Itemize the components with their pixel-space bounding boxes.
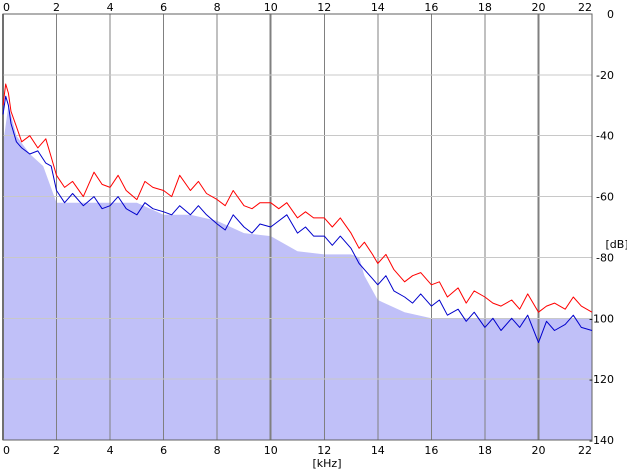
x-tick-label-bottom: 6: [160, 444, 167, 457]
x-tick-label-top: 14: [371, 1, 385, 14]
y-tick-label: -120: [589, 373, 614, 386]
series-line-red: [2, 83, 593, 313]
x-tick-label-bottom: 20: [531, 444, 545, 457]
series-line-blue: [2, 95, 593, 344]
x-tick-label-top: 10: [264, 1, 278, 14]
x-tick-label-bottom: 12: [317, 444, 331, 457]
x-tick-label-bottom: 22: [578, 444, 592, 457]
y-tick-label: -40: [596, 130, 614, 143]
spectrum-fill-area: [3, 105, 592, 441]
x-axis-label: [kHz]: [313, 457, 342, 469]
x-tick-label-bottom: 18: [478, 444, 492, 457]
y-tick-label: -100: [589, 312, 614, 325]
x-tick-label-bottom: 2: [53, 444, 60, 457]
y-tick-label: -80: [596, 251, 614, 264]
plot-area: [3, 14, 592, 441]
x-tick-label-top: 22: [578, 1, 592, 14]
x-tick-label-bottom: 4: [107, 444, 114, 457]
x-tick-label-top: 12: [317, 1, 331, 14]
series-lines: [2, 83, 593, 344]
x-tick-label-top: 0: [3, 1, 10, 14]
y-axis-label: [dB]: [605, 238, 627, 251]
x-tick-label-top: 2: [53, 1, 60, 14]
x-tick-label-top: 16: [424, 1, 438, 14]
x-tick-label-bottom: 8: [214, 444, 221, 457]
x-tick-label-top: 4: [107, 1, 114, 14]
x-tick-label-bottom: 10: [264, 444, 278, 457]
x-tick-label-bottom: 14: [371, 444, 385, 457]
x-tick-label-top: 8: [214, 1, 221, 14]
grid-lines: [2, 13, 593, 441]
y-axis-ticks: 0 -20 -40 -60 -80 -100 -120 -140: [589, 8, 614, 447]
y-tick-label: 0: [607, 8, 614, 21]
y-tick-label: -60: [596, 191, 614, 204]
x-tick-label-top: 18: [478, 1, 492, 14]
plot-border: [2, 13, 593, 441]
x-tick-label-top: 20: [531, 1, 545, 14]
x-tick-label-top: 6: [160, 1, 167, 14]
y-tick-label: -140: [589, 434, 614, 447]
x-tick-label-bottom: 0: [3, 444, 10, 457]
y-tick-label: -20: [596, 69, 614, 82]
x-tick-label-bottom: 16: [424, 444, 438, 457]
